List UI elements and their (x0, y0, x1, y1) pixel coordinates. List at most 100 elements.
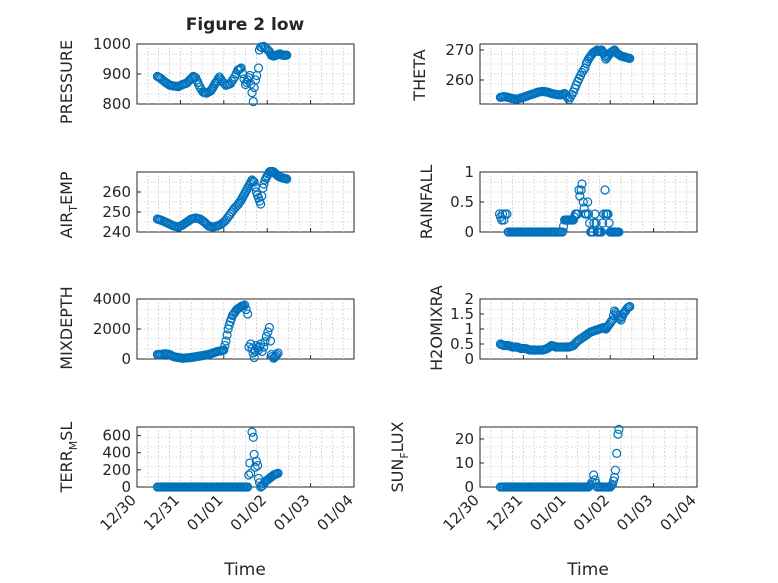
data-point (251, 456, 261, 466)
ylabel-terr-sub: M (67, 441, 80, 451)
data-point (606, 316, 616, 327)
data-point (265, 336, 276, 346)
data-point (578, 482, 588, 492)
data-point (602, 209, 612, 219)
data-point (263, 327, 273, 337)
data-point (260, 337, 270, 347)
ylabel-h2omixra: H2OMIXRA (427, 285, 446, 371)
data-point (611, 307, 621, 318)
ytick-label: 400 (102, 444, 131, 462)
data-point (543, 227, 553, 237)
data-point (220, 340, 230, 351)
data-point (241, 77, 252, 87)
data-point (598, 218, 608, 228)
ytick-label: 0 (121, 478, 131, 496)
xtick-label: 12/31 (140, 491, 183, 534)
data-point (162, 78, 172, 88)
data-point (621, 304, 632, 315)
data-point (260, 42, 270, 53)
ytick-label: 1 (464, 320, 474, 338)
ytick-label: 1000 (93, 35, 131, 53)
axes-5: 0 2000 4000 (93, 290, 355, 368)
series-markers (495, 45, 635, 105)
series-markers (495, 301, 635, 355)
axes-8: 0 10 20 12/30 12/31 01/01 01/02 01/03 01/04 (440, 424, 700, 534)
data-point (255, 196, 265, 206)
data-point (206, 222, 217, 232)
data-point (222, 213, 233, 223)
ytick-label: 0 (464, 223, 474, 241)
ylabel-mixdepth: MIXDEPTH (57, 286, 76, 369)
data-point (595, 227, 606, 237)
series-markers (152, 300, 283, 363)
data-point (253, 63, 264, 73)
data-point (625, 301, 635, 312)
data-point (180, 353, 191, 363)
ytick-label: 2 (464, 290, 474, 308)
data-point (613, 429, 623, 439)
data-point (268, 471, 278, 481)
data-point (587, 227, 597, 237)
data-point (539, 227, 549, 237)
data-point (552, 227, 562, 237)
data-point (624, 53, 634, 63)
ylabel-air-sub: T (67, 205, 80, 213)
data-point (247, 427, 257, 437)
ytick-label: 800 (102, 95, 131, 113)
data-point (544, 342, 554, 353)
data-point (272, 349, 282, 360)
ylabel-terr-msl: TERRMSL (57, 422, 80, 494)
data-point (194, 80, 204, 90)
ytick-label: 0.5 (450, 335, 474, 353)
data-point (224, 320, 234, 330)
data-point (624, 302, 634, 312)
ytick-label: 0 (464, 350, 474, 368)
data-point (561, 90, 571, 101)
ytick-label: 4000 (93, 290, 131, 308)
xtick-label: 01/04 (314, 491, 357, 534)
data-point (270, 352, 280, 362)
ytick-label: 20 (455, 430, 474, 448)
ytick-label: 260 (102, 183, 131, 201)
data-point (591, 218, 601, 228)
data-point (584, 218, 595, 228)
xtick-label: 12/31 (483, 491, 526, 534)
data-point (536, 86, 547, 97)
ylabel-sun-rest: LUX (388, 421, 407, 452)
axes-4: 00.51 (450, 163, 698, 241)
ytick-label: 260 (445, 71, 474, 89)
series-markers (495, 424, 624, 492)
series-markers (152, 41, 292, 107)
ytick-label: 0.5 (450, 193, 474, 211)
ytick-label: 600 (102, 427, 131, 445)
data-point (250, 462, 260, 472)
data-point (221, 336, 231, 346)
data-point (612, 448, 622, 458)
data-point (513, 227, 523, 237)
series-markers (152, 167, 292, 232)
axes-1: 800 900 1000 (93, 35, 355, 113)
xtick-label: 01/03 (270, 491, 313, 534)
data-point (615, 313, 625, 324)
data-point (236, 63, 246, 73)
data-point (222, 330, 232, 340)
data-point (248, 432, 258, 442)
data-point (567, 215, 577, 225)
data-point (241, 304, 251, 315)
ytick-label: 900 (102, 65, 131, 83)
data-point (264, 322, 274, 333)
data-point (600, 185, 610, 195)
xtick-label: 01/02 (227, 491, 270, 534)
ylabel-sun-sub: F (398, 452, 411, 458)
data-point (249, 449, 259, 460)
data-point (189, 72, 200, 82)
ylabel-pressure: PRESSURE (57, 40, 76, 124)
ytick-label: 240 (102, 223, 131, 241)
data-point (589, 47, 599, 57)
data-point (243, 309, 253, 319)
xtick-label: 12/30 (440, 491, 483, 534)
data-point (575, 70, 586, 81)
ylabel-air-rest: EMP (57, 171, 76, 205)
data-point (517, 227, 527, 237)
